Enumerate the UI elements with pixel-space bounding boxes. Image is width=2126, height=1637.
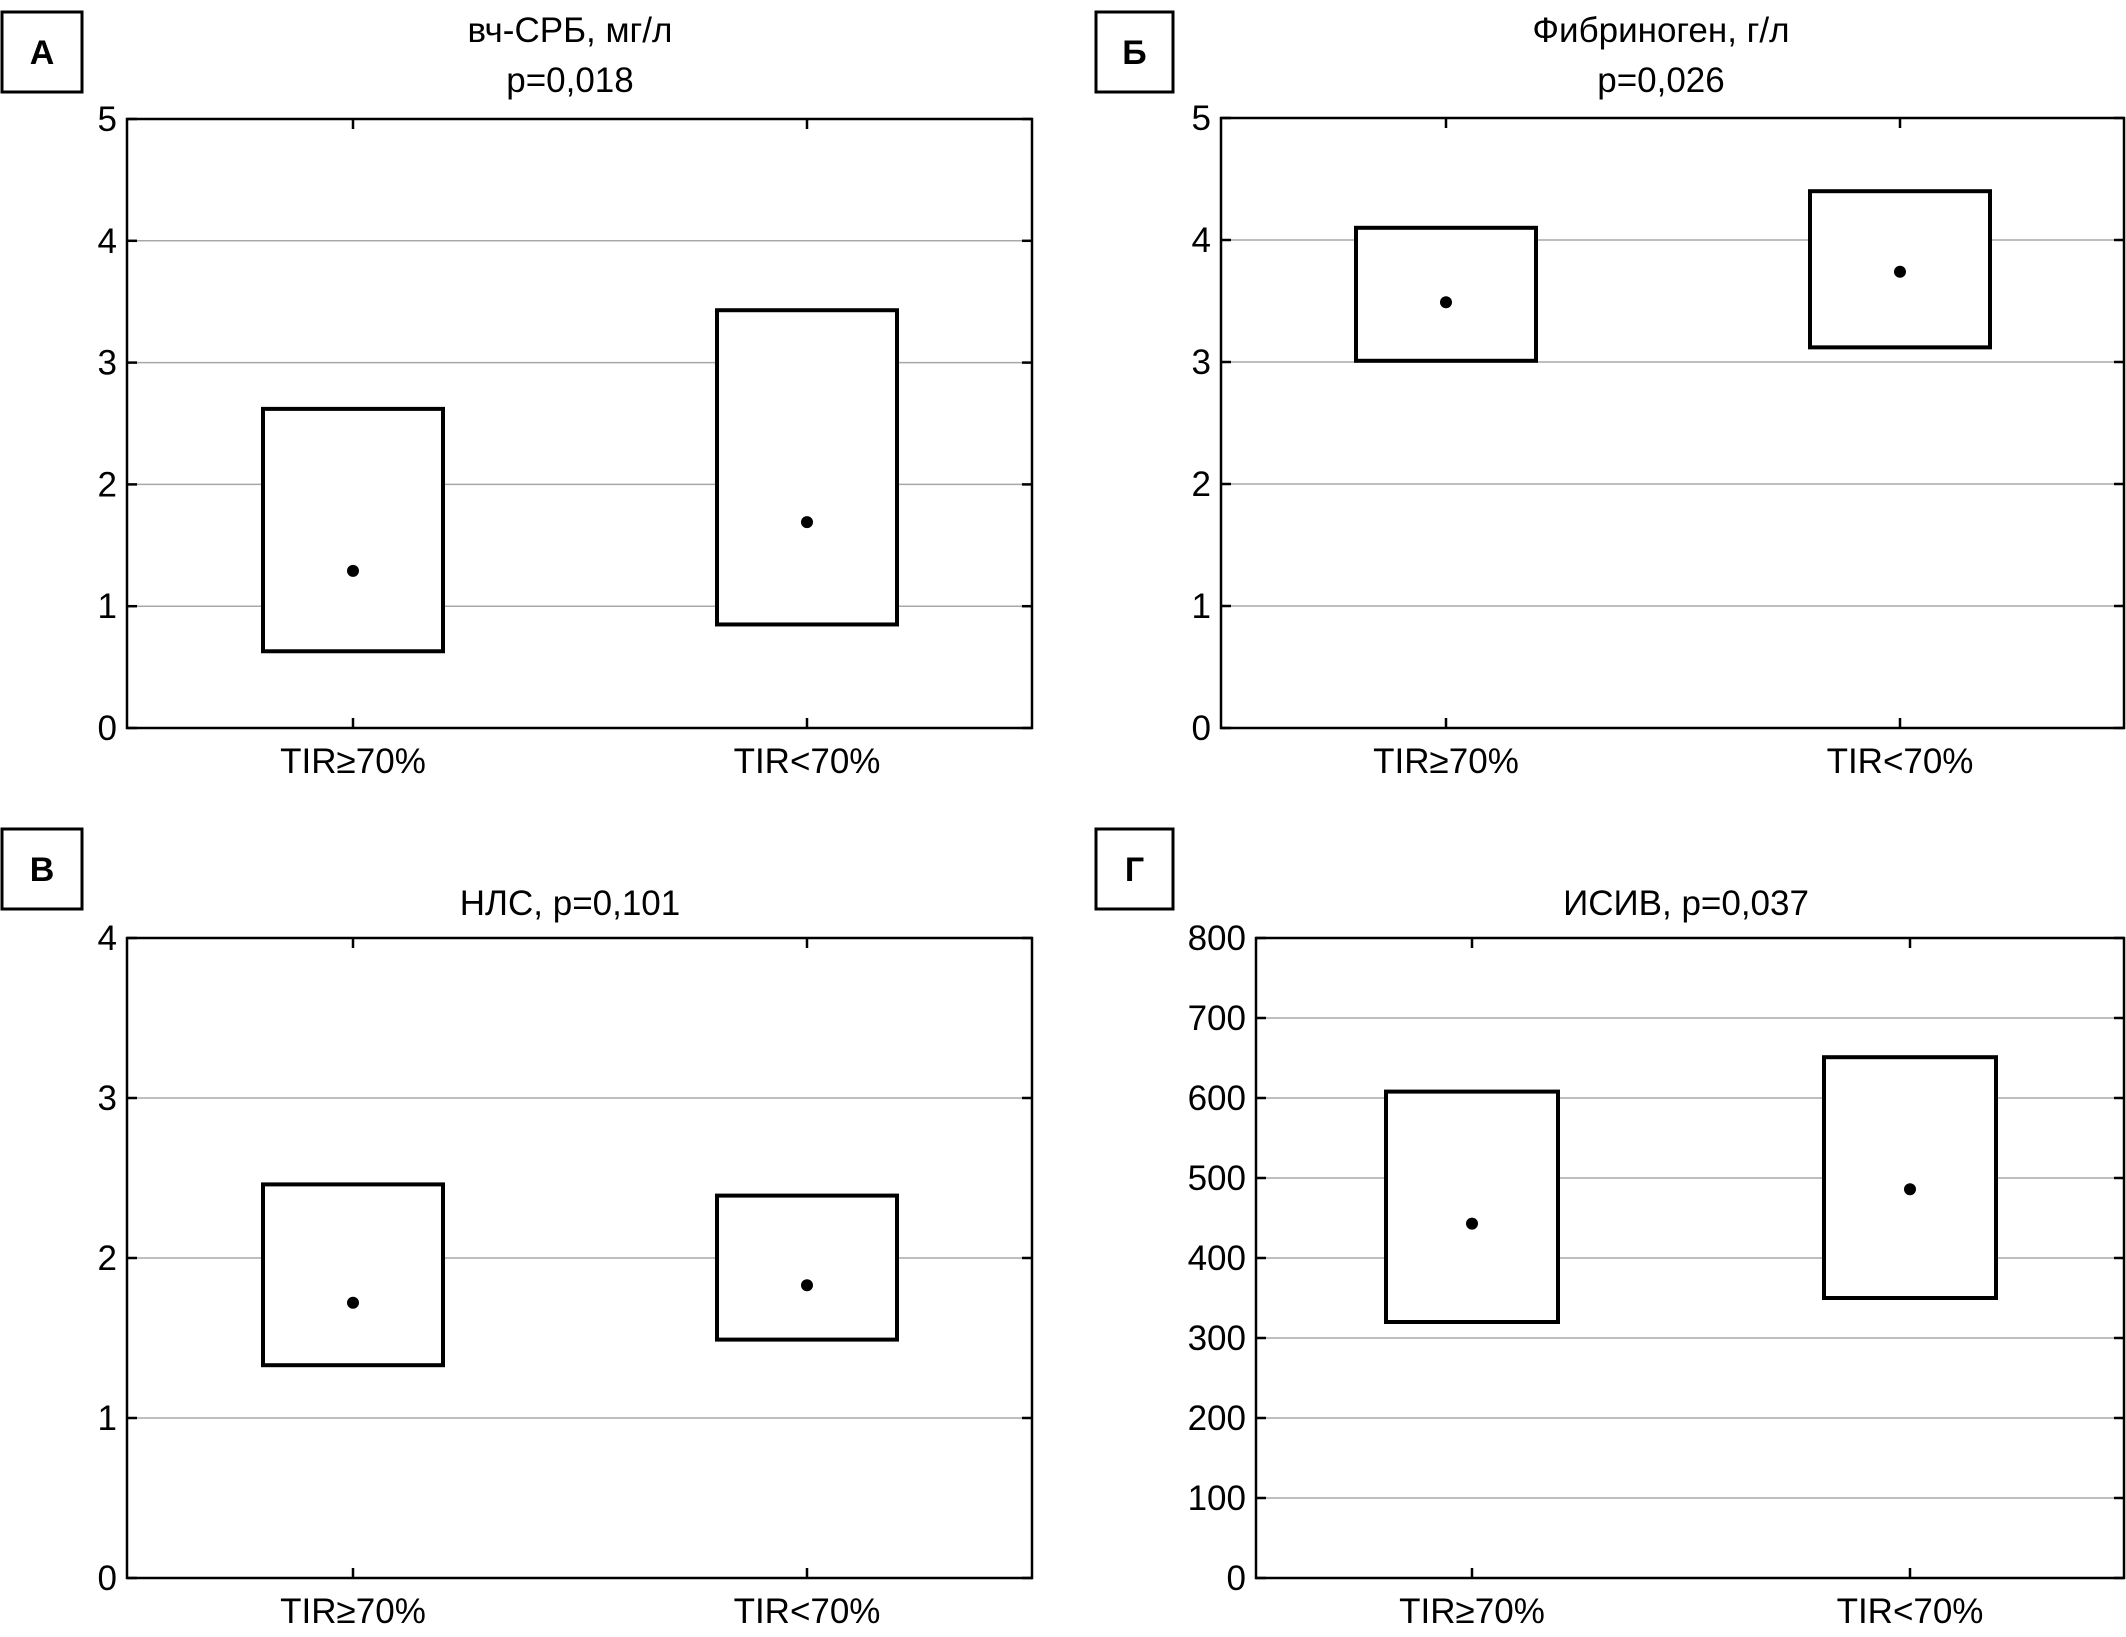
y-tick-label: 500 <box>1188 1159 1246 1198</box>
x-category-label: TIR≥70% <box>1373 742 1519 781</box>
median-point-tir-lt-70 <box>1894 265 1906 278</box>
box-tir-lt-70 <box>715 308 899 627</box>
panel-d: Г ИСИВ, p=0,037 0 100 200 300 400 500 600 700 800 T… <box>1094 827 2126 1631</box>
box-tir-ge-70 <box>1354 225 1538 363</box>
median-point-tir-ge-70 <box>347 564 359 577</box>
x-category-label: TIR<70% <box>734 742 881 781</box>
x-category-label: TIR≥70% <box>280 742 426 781</box>
y-tick-label: 3 <box>1192 343 1211 382</box>
y-tick-label: 200 <box>1188 1399 1246 1438</box>
box-tir-lt-70 <box>1822 1055 1998 1300</box>
y-tick-label: 0 <box>98 709 117 748</box>
y-tick-label: 4 <box>98 919 117 958</box>
panel-label: Б <box>1122 34 1146 72</box>
plot-frame <box>1219 116 2126 730</box>
x-category-label: TIR<70% <box>1827 742 1974 781</box>
median-point-tir-ge-70 <box>1466 1217 1478 1230</box>
y-tick-label: 3 <box>98 344 117 383</box>
y-tick-label: 5 <box>98 100 117 139</box>
x-category-label: TIR≥70% <box>1399 1592 1545 1631</box>
y-tick-label: 0 <box>1192 709 1211 748</box>
y-tick-label: 1 <box>1192 587 1211 626</box>
box-tir-ge-70 <box>261 406 445 654</box>
y-tick-label: 2 <box>1192 465 1211 504</box>
panel-label-box <box>1094 827 1175 911</box>
chart-title: ИСИВ, p=0,037 <box>1563 884 1809 923</box>
y-tick-label: 400 <box>1188 1239 1246 1278</box>
y-tick-label: 0 <box>1227 1559 1246 1598</box>
panel-label-box <box>0 827 84 911</box>
median-point-tir-ge-70 <box>1440 296 1452 309</box>
y-tick-label: 5 <box>1192 99 1211 138</box>
plot-frame <box>125 117 1034 730</box>
y-tick-label: 0 <box>98 1559 117 1598</box>
median-point-tir-lt-70 <box>801 516 813 529</box>
panel-label-box <box>0 10 84 94</box>
chart-title: НЛС, p=0,101 <box>460 884 680 923</box>
panel-label-box <box>1094 10 1175 94</box>
chart-subtitle: p=0,026 <box>1597 61 1725 100</box>
y-tick-label: 800 <box>1188 919 1246 958</box>
median-point-tir-lt-70 <box>801 1279 813 1292</box>
y-tick-label: 4 <box>98 222 117 261</box>
y-tick-label: 3 <box>98 1079 117 1118</box>
y-tick-label: 300 <box>1188 1319 1246 1358</box>
panel-c: В НЛС, p=0,101 0 1 2 3 4 TIR≥70% TIR<70% <box>0 827 1034 1631</box>
x-category-label: TIR<70% <box>1837 1592 1984 1631</box>
y-tick-label: 700 <box>1188 999 1246 1038</box>
y-tick-label: 4 <box>1192 221 1211 260</box>
box-tir-ge-70 <box>261 1182 445 1368</box>
y-tick-label: 1 <box>98 1399 117 1438</box>
y-tick-label: 1 <box>98 587 117 626</box>
y-tick-label: 100 <box>1188 1479 1246 1518</box>
median-point-tir-ge-70 <box>347 1296 359 1309</box>
panel-a: Авч-СРБ, мг/л p=0,018 0 1 2 3 4 5 TIR≥70% TIR<70% <box>0 10 1034 781</box>
box-tir-lt-70 <box>715 1193 899 1342</box>
chart-subtitle: p=0,018 <box>506 61 634 100</box>
panel-b: Б Фибриноген, г/л p=0,026 0 1 2 3 4 5 TIR≥70% TIR<… <box>1094 10 2126 781</box>
y-tick-label: 600 <box>1188 1079 1246 1118</box>
x-category-label: TIR<70% <box>734 1592 881 1631</box>
x-category-label: TIR≥70% <box>280 1592 426 1631</box>
y-tick-label: 2 <box>98 465 117 504</box>
panel-label: А <box>30 34 55 72</box>
panel-label: Г <box>1125 851 1144 889</box>
box-tir-ge-70 <box>1384 1089 1560 1324</box>
panel-label: В <box>30 851 55 889</box>
chart-title: Фибриноген, г/л <box>1532 11 1789 50</box>
chart-title: вч-СРБ, мг/л <box>468 11 673 50</box>
median-point-tir-lt-70 <box>1904 1183 1916 1196</box>
y-tick-label: 2 <box>98 1239 117 1278</box>
